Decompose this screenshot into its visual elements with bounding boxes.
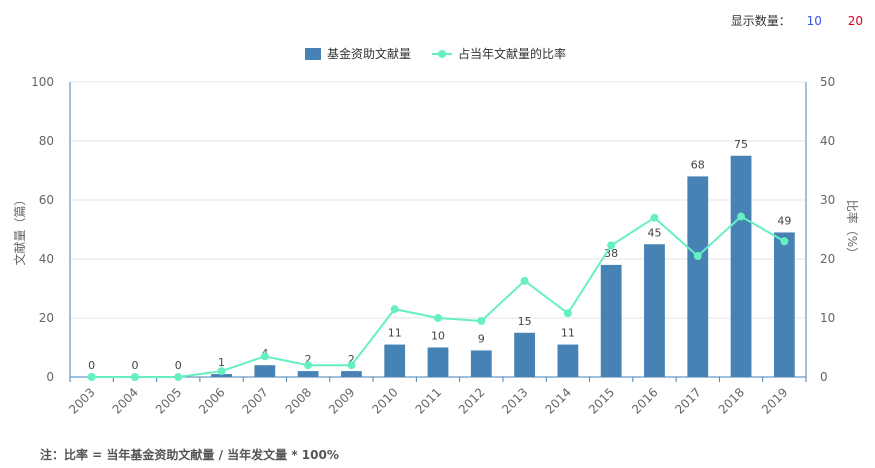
ratio-point — [650, 213, 659, 222]
bar-value-label: 68 — [691, 158, 705, 171]
bar — [773, 232, 795, 377]
bar-value-label: 0 — [131, 359, 138, 372]
ratio-point — [607, 241, 616, 250]
x-tick-label: 2003 — [66, 385, 97, 416]
ratio-point — [780, 237, 789, 246]
bar — [254, 365, 276, 377]
ratio-point — [477, 316, 486, 325]
bar-value-label: 15 — [518, 315, 532, 328]
bar — [341, 371, 362, 377]
x-tick-label: 2011 — [413, 385, 444, 416]
display-count-label: 显示数量： — [730, 14, 791, 28]
bar-value-label: 9 — [478, 332, 485, 345]
bar — [557, 344, 579, 377]
ratio-point — [304, 361, 313, 370]
ratio-point — [693, 252, 702, 261]
x-tick-label: 2004 — [110, 385, 141, 416]
legend-line-marker — [438, 50, 446, 58]
y-right-tick-label: 50 — [820, 75, 835, 89]
y-right-tick-label: 40 — [820, 134, 835, 148]
y-left-tick-label: 20 — [39, 311, 54, 325]
bar — [514, 332, 535, 377]
bar — [427, 347, 449, 377]
y-left-axis-title: 文献量（篇） — [12, 193, 27, 265]
y-right-tick-label: 20 — [820, 252, 835, 266]
bar-value-label: 0 — [175, 359, 182, 372]
x-tick-label: 2016 — [629, 385, 660, 416]
y-left-tick-label: 80 — [39, 134, 54, 148]
legend-bar-label: 基金资助文献量 — [327, 46, 411, 61]
ratio-point — [174, 373, 183, 381]
y-left-tick-label: 40 — [39, 252, 54, 266]
x-tick-label: 2014 — [543, 385, 574, 416]
ratio-point — [434, 314, 442, 322]
x-tick-label: 2012 — [456, 385, 487, 416]
bar-value-label: 2 — [305, 353, 312, 366]
bar-value-label: 0 — [88, 359, 95, 372]
bar — [687, 176, 709, 377]
ratio-point — [87, 373, 96, 381]
x-tick-label: 2017 — [672, 385, 703, 416]
x-tick-label: 2015 — [586, 385, 617, 416]
bar — [384, 344, 406, 377]
display-count-option-20[interactable]: 20 — [847, 14, 863, 28]
legend-bar-swatch — [305, 48, 321, 60]
ratio-point — [347, 361, 356, 370]
footnote: 注：比率 = 当年基金资助文献量 / 当年发文量 * 100% — [40, 448, 339, 462]
bar-value-label: 11 — [388, 327, 402, 340]
x-tick-label: 2007 — [239, 385, 270, 416]
x-tick-label: 2019 — [759, 385, 790, 416]
bar — [600, 264, 622, 377]
y-right-tick-label: 10 — [820, 311, 835, 325]
ratio-point — [217, 367, 226, 376]
bar — [644, 244, 665, 377]
ratio-point — [130, 373, 139, 381]
ratio-point — [737, 212, 746, 221]
ratio-point — [260, 352, 269, 361]
bar-value-label: 2 — [348, 353, 355, 366]
x-tick-label: 2005 — [153, 385, 184, 416]
y-right-tick-label: 0 — [820, 370, 828, 384]
y-left-tick-label: 100 — [31, 75, 54, 89]
ratio-point — [390, 305, 399, 314]
bar — [730, 155, 752, 377]
bar-value-label: 10 — [431, 330, 445, 343]
ratio-point — [563, 309, 572, 318]
x-tick-label: 2018 — [716, 385, 747, 416]
bar-value-label: 1 — [218, 356, 225, 369]
legend-line-label: 占当年文献量的比率 — [458, 46, 566, 61]
ratio-point — [520, 276, 529, 285]
bar — [470, 350, 492, 377]
x-tick-label: 2008 — [283, 385, 314, 416]
x-tick-label: 2006 — [196, 385, 227, 416]
y-right-tick-label: 30 — [820, 193, 835, 207]
x-tick-label: 2013 — [499, 385, 530, 416]
bar — [297, 371, 319, 377]
display-count-option-10[interactable]: 10 — [806, 14, 822, 28]
bar — [211, 374, 232, 377]
bar-value-label: 11 — [561, 327, 575, 340]
bar-value-label: 75 — [734, 138, 748, 151]
y-left-tick-label: 0 — [46, 370, 54, 384]
y-left-tick-label: 60 — [39, 193, 54, 207]
bar-value-label: 49 — [777, 214, 791, 227]
y-right-axis-title: 比率（%） — [845, 200, 860, 259]
x-tick-label: 2010 — [369, 385, 400, 416]
bar-value-label: 45 — [647, 226, 661, 239]
display-count-control: 显示数量： 10 20 — [725, 12, 863, 29]
x-tick-label: 2009 — [326, 385, 357, 416]
